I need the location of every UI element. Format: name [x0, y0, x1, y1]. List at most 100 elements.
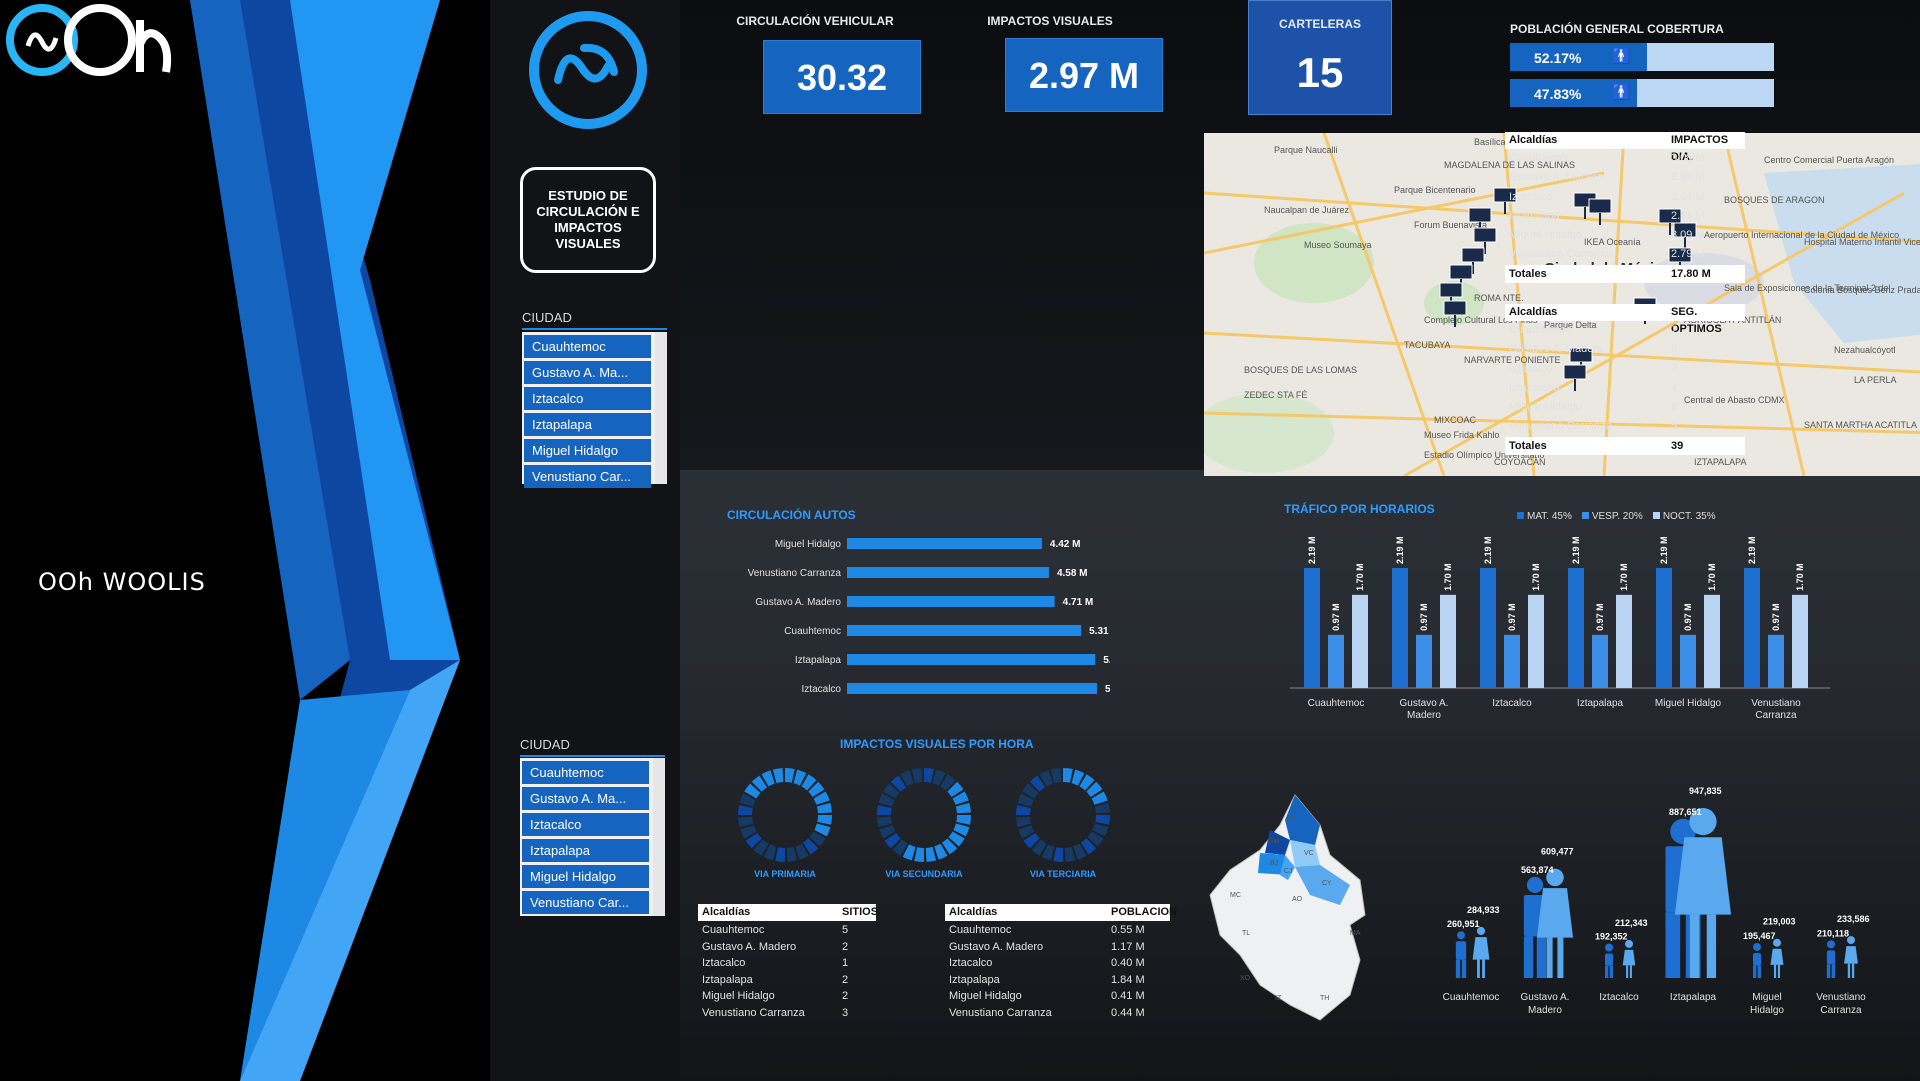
female-body [1472, 937, 1490, 960]
map-label: LA PERLA [1854, 375, 1897, 385]
city-item[interactable]: Iztacalco [524, 387, 651, 410]
table-row: Iztacalco 0.40 M [945, 954, 1170, 971]
bar-value-label: 0.97 M [1419, 603, 1429, 631]
map-label: IZTAPALAPA [1694, 457, 1747, 467]
city-item[interactable]: Iztacalco [522, 813, 649, 836]
city-item[interactable]: Iztapalapa [524, 413, 651, 436]
table-cell: Venustiano Carranza [949, 1006, 1052, 1019]
city-item[interactable]: Gustavo A. Ma... [524, 361, 651, 384]
kpi-impactos-title: IMPACTOS VISUALES [987, 14, 1113, 28]
bar-value-label: 4.58 M [1057, 568, 1088, 579]
city-item[interactable]: Miguel Hidalgo [524, 439, 651, 462]
billboard-icon [1449, 264, 1473, 280]
women-value-label: 284,933 [1467, 905, 1500, 915]
bar [1680, 634, 1696, 688]
category-label: Carranza [1820, 1005, 1862, 1016]
leg [1777, 964, 1781, 978]
table-cell: Gustavo A. Madero [702, 940, 797, 953]
map[interactable]: Parque Naucalli MAGDALENA DE LAS SALINAS B… [1204, 133, 1920, 476]
trafico-legend: MAT. 45% VESP. 20% NOCT. 35% [1517, 511, 1716, 522]
category-label: Iztapalapa [1670, 992, 1717, 1003]
city-item[interactable]: Venustiano Car... [524, 465, 651, 488]
donut-segment [925, 846, 937, 862]
bar-category-label: Cuauhtemoc [784, 626, 841, 637]
billboard-icon [1461, 247, 1485, 263]
female-body [1770, 948, 1784, 965]
leg [1665, 912, 1681, 978]
map-label: Sala de Exposiciones de la Terminal 2 de… [1724, 283, 1890, 293]
table-row: Iztacalco 7 [1505, 360, 1745, 379]
bar [1616, 594, 1632, 688]
city-item[interactable]: Cuauhtemoc [522, 761, 649, 784]
donut-segment [952, 791, 969, 805]
map-canvas[interactable]: Parque Naucalli MAGDALENA DE LAS SALINAS B… [1204, 133, 1920, 476]
donut-segment [1050, 768, 1062, 784]
dashboard-logo-icon [529, 11, 647, 129]
donut-segment [738, 805, 753, 816]
city-item[interactable]: Iztapalapa [522, 839, 649, 862]
table-row: Iztapalapa 4 [1505, 379, 1745, 398]
donut-segment [1053, 847, 1064, 862]
map-label: Parque Bicentenario [1394, 185, 1476, 195]
alcaldias-map[interactable]: AZ GM VC BJ CY CJ AO MC TL XO IZ TH MA [1200, 785, 1400, 1025]
male-body [1826, 950, 1836, 965]
table-row: Gustavo A. Madero 8 [1505, 340, 1745, 359]
bar [1704, 594, 1720, 688]
male-icon [1605, 943, 1613, 952]
donut-segment [1080, 838, 1097, 855]
table-cell: 8 [1671, 401, 1678, 414]
female-body [1674, 837, 1732, 915]
alcaldia-label: MC [1230, 892, 1241, 899]
women-value-label: 212,343 [1615, 918, 1648, 928]
table-cell: 3 [842, 1006, 849, 1019]
category-label: Venustiano [1751, 698, 1801, 709]
table-cell: 0.40 M [1111, 957, 1145, 969]
table-row: Miguel Hidalgo 8 [1505, 398, 1745, 417]
alcaldia-region [1258, 853, 1288, 875]
table-cell: Iztacalco [1509, 362, 1553, 375]
table-row: Iztacalco 1 [698, 954, 876, 971]
impactos-hora-donuts: VIA PRIMARIA VIA SECUNDARIA VIA TERCIARIA [738, 768, 1110, 879]
category-label: Madero [1407, 710, 1441, 721]
category-label: Hidalgo [1750, 1005, 1784, 1016]
city-list-2[interactable]: Cuauhtemoc Gustavo A. Ma... Iztacalco Iztap… [520, 758, 665, 916]
map-label: Nezahualcóyotl [1834, 345, 1896, 355]
donut-segment [753, 839, 769, 856]
category-label: Cuauhtemoc [1443, 992, 1500, 1003]
table-cell: 0.44 M [1111, 1006, 1145, 1019]
female-icon [1625, 939, 1633, 948]
map-label: Forum Buenavista [1414, 220, 1487, 230]
leg [1773, 964, 1777, 978]
bar [1592, 634, 1608, 688]
donut-segment [1073, 843, 1087, 860]
city-item[interactable]: Gustavo A. Ma... [522, 787, 649, 810]
city-item[interactable]: Cuauhtemoc [524, 335, 651, 358]
bar-value-label: 2.19 M [1483, 536, 1493, 564]
bar-value-label: 1.70 M [1443, 563, 1453, 591]
bar-category-label: Iztapalapa [795, 655, 842, 666]
city-item[interactable]: Venustiano Car... [522, 891, 649, 914]
city-item[interactable]: Miguel Hidalgo [522, 865, 649, 888]
table-row: Iztapalapa 2 [698, 971, 876, 988]
table-cell: Venustiano Carranza [1509, 248, 1612, 261]
male-icon [1827, 940, 1835, 949]
road [1204, 411, 1920, 435]
table-cell: SITIOS [842, 906, 879, 918]
table-cell: POBLACION [1111, 906, 1177, 918]
male-icon [1526, 876, 1544, 894]
alcaldia-label: VC [1304, 850, 1314, 857]
city-list-1[interactable]: Cuauhtemoc Gustavo A. Ma... Iztacalco Iztap… [522, 332, 667, 488]
women-value-label: 233,586 [1837, 914, 1870, 924]
map-label: BOSQUES DE ARAGON [1724, 195, 1825, 205]
table-cell: 7 [1671, 362, 1678, 375]
alcaldia-label: CJ [1284, 868, 1293, 875]
kpi-carteleras-title: CARTELERAS [1278, 17, 1361, 31]
leg [1831, 964, 1836, 978]
map-label: MIXCOAC [1434, 415, 1477, 425]
brand-name: OOh WOOLIS [38, 568, 206, 596]
donut-segment [877, 805, 892, 816]
category-label: Iztapalapa [1577, 698, 1624, 709]
bar [1328, 634, 1344, 688]
category-label: Iztacalco [1492, 698, 1532, 709]
male-icon [1457, 931, 1465, 940]
